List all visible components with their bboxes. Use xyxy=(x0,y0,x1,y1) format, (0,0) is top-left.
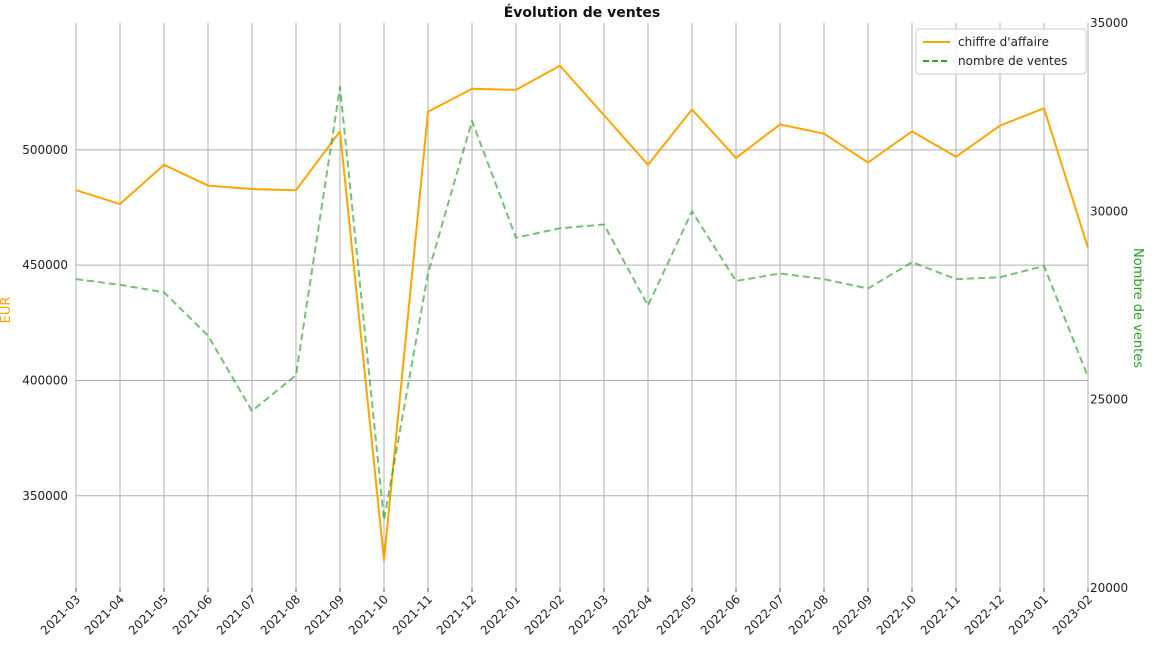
y-left-tick-label: 500000 xyxy=(22,143,68,157)
legend: chiffre d'affaire nombre de ventes xyxy=(915,28,1087,75)
legend-box xyxy=(915,28,1087,75)
y-right-tick-label: 25000 xyxy=(1090,393,1128,407)
y-right-tick-label: 35000 xyxy=(1090,16,1128,30)
x-tick-label: 2021-12 xyxy=(434,592,479,637)
x-tick-label: 2021-10 xyxy=(346,592,391,637)
x-tick-label: 2022-08 xyxy=(786,592,831,637)
x-tick-label: 2022-05 xyxy=(654,592,699,637)
x-tick-label: 2022-01 xyxy=(478,592,523,637)
grid xyxy=(75,23,1089,588)
legend-label-chiffre: chiffre d'affaire xyxy=(958,35,1049,49)
series-lines xyxy=(75,64,1089,562)
series-line-chiffre-affaire xyxy=(75,64,1089,562)
x-tick-label: 2021-08 xyxy=(258,592,303,637)
x-tick-label: 2022-11 xyxy=(918,592,963,637)
x-tick-label: 2021-03 xyxy=(38,592,83,637)
x-tick-label: 2022-06 xyxy=(698,592,743,637)
x-axis: 2021-032021-042021-052021-062021-072021-… xyxy=(38,588,1095,638)
x-tick-label: 2021-11 xyxy=(390,592,435,637)
chart-title: Évolution de ventes xyxy=(504,4,661,21)
x-tick-label: 2021-05 xyxy=(126,592,171,637)
y-left-tick-label: 400000 xyxy=(22,373,68,387)
x-tick-label: 2022-12 xyxy=(962,592,1007,637)
x-tick-label: 2022-03 xyxy=(566,592,611,637)
x-tick-label: 2021-06 xyxy=(170,592,215,637)
x-tick-label: 2022-02 xyxy=(522,592,567,637)
x-tick-label: 2023-01 xyxy=(1006,592,1051,637)
x-tick-label: 2022-07 xyxy=(742,592,787,637)
y-left-tick-label: 450000 xyxy=(22,258,68,272)
y-left-tick-label: 350000 xyxy=(22,489,68,503)
x-tick-label: 2021-09 xyxy=(302,592,347,637)
series-line-nombre-ventes xyxy=(75,86,1089,522)
y-axis-left-label: EUR xyxy=(0,297,14,324)
y-right-tick-label: 20000 xyxy=(1090,581,1128,595)
x-tick-label: 2021-04 xyxy=(82,592,127,637)
y-right-tick-label: 30000 xyxy=(1090,204,1128,218)
x-tick-label: 2021-07 xyxy=(214,592,259,637)
y-axis-right: 20000 25000 30000 35000 xyxy=(1090,16,1128,595)
y-axis-left: 350000 400000 450000 500000 xyxy=(22,143,68,503)
x-tick-label: 2022-09 xyxy=(830,592,875,637)
x-tick-label: 2022-10 xyxy=(874,592,919,637)
x-tick-label: 2023-02 xyxy=(1050,592,1095,637)
legend-label-nombre: nombre de ventes xyxy=(958,54,1067,68)
y-axis-right-label: Nombre de ventes xyxy=(1130,248,1145,368)
x-tick-label: 2022-04 xyxy=(610,592,655,637)
